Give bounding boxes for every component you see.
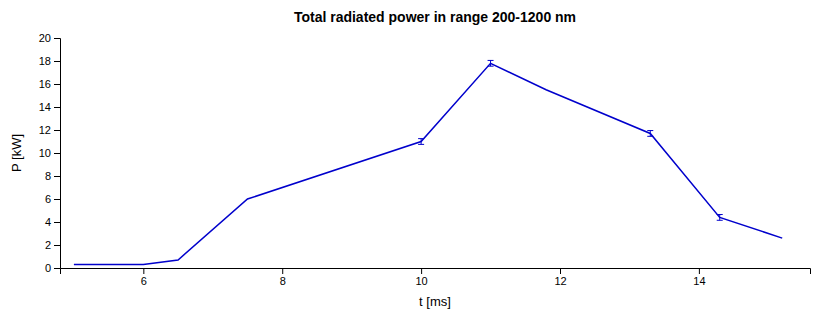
y-tick: 8 bbox=[45, 170, 60, 182]
chart: 6 8 10 12 14 0 2 4 6 8 10 12 14 16 18 20 Total radiated … bbox=[0, 0, 834, 316]
y-tick: 2 bbox=[45, 239, 60, 251]
y-tick-label: 8 bbox=[45, 170, 51, 182]
y-axis-title: P [kW] bbox=[9, 134, 24, 172]
y-tick: 14 bbox=[39, 101, 60, 113]
y-tick-label: 18 bbox=[39, 55, 51, 67]
y-tick: 10 bbox=[39, 147, 60, 159]
y-tick-label: 12 bbox=[39, 124, 51, 136]
x-tick-mark bbox=[560, 268, 561, 274]
y-tick-mark bbox=[54, 199, 60, 200]
x-axis-title: t [ms] bbox=[419, 294, 451, 309]
x-tick: 14 bbox=[693, 268, 705, 287]
y-tick-mark bbox=[54, 268, 60, 269]
y-tick-mark bbox=[54, 84, 60, 85]
y-tick: 18 bbox=[39, 55, 60, 67]
y-tick-mark bbox=[54, 107, 60, 108]
y-tick: 20 bbox=[39, 32, 60, 44]
y-tick-label: 20 bbox=[39, 32, 51, 44]
x-tick-label: 10 bbox=[415, 275, 427, 287]
error-bar bbox=[647, 131, 653, 137]
marks bbox=[74, 60, 782, 264]
y-axis: 0 2 4 6 8 10 12 14 16 18 20 bbox=[39, 32, 61, 274]
error-bar bbox=[717, 215, 723, 221]
error-bar bbox=[418, 139, 424, 145]
x-tick-mark bbox=[421, 268, 422, 274]
y-tick-label: 10 bbox=[39, 147, 51, 159]
y-tick-label: 2 bbox=[45, 239, 51, 251]
x-tick: 10 bbox=[415, 268, 427, 287]
y-tick-label: 4 bbox=[45, 216, 51, 228]
y-tick: 0 bbox=[45, 262, 60, 274]
x-tick-label: 8 bbox=[280, 275, 286, 287]
y-tick: 12 bbox=[39, 124, 60, 136]
y-tick-mark bbox=[54, 245, 60, 246]
y-tick-label: 0 bbox=[45, 262, 51, 274]
x-tick: 8 bbox=[280, 268, 286, 287]
y-tick-mark bbox=[54, 38, 60, 39]
y-tick: 16 bbox=[39, 78, 60, 90]
x-tick-label: 14 bbox=[693, 275, 705, 287]
y-tick: 4 bbox=[45, 216, 60, 228]
x-axis: 6 8 10 12 14 bbox=[61, 268, 811, 287]
plot-area: 6 8 10 12 14 0 2 4 6 8 10 12 14 16 18 20 bbox=[39, 32, 811, 287]
data-line bbox=[74, 63, 782, 264]
x-tick-mark bbox=[699, 268, 700, 274]
title: Total radiated power in range 200-1200 n… bbox=[294, 9, 576, 25]
y-tick-label: 14 bbox=[39, 101, 51, 113]
y-tick-mark bbox=[54, 130, 60, 131]
x-axis-line bbox=[61, 269, 811, 275]
x-tick-mark bbox=[143, 268, 144, 274]
y-tick-mark bbox=[54, 61, 60, 62]
x-tick: 6 bbox=[141, 268, 147, 287]
y-tick-label: 16 bbox=[39, 78, 51, 90]
x-tick-label: 12 bbox=[554, 275, 566, 287]
y-tick-label: 6 bbox=[45, 193, 51, 205]
y-tick-mark bbox=[54, 176, 60, 177]
y-tick-mark bbox=[54, 153, 60, 154]
x-tick: 12 bbox=[554, 268, 566, 287]
error-bar bbox=[488, 60, 494, 66]
y-tick-mark bbox=[54, 222, 60, 223]
y-tick: 6 bbox=[45, 193, 60, 205]
y-axis-line bbox=[54, 39, 61, 269]
x-tick-label: 6 bbox=[141, 275, 147, 287]
x-tick-mark bbox=[282, 268, 283, 274]
